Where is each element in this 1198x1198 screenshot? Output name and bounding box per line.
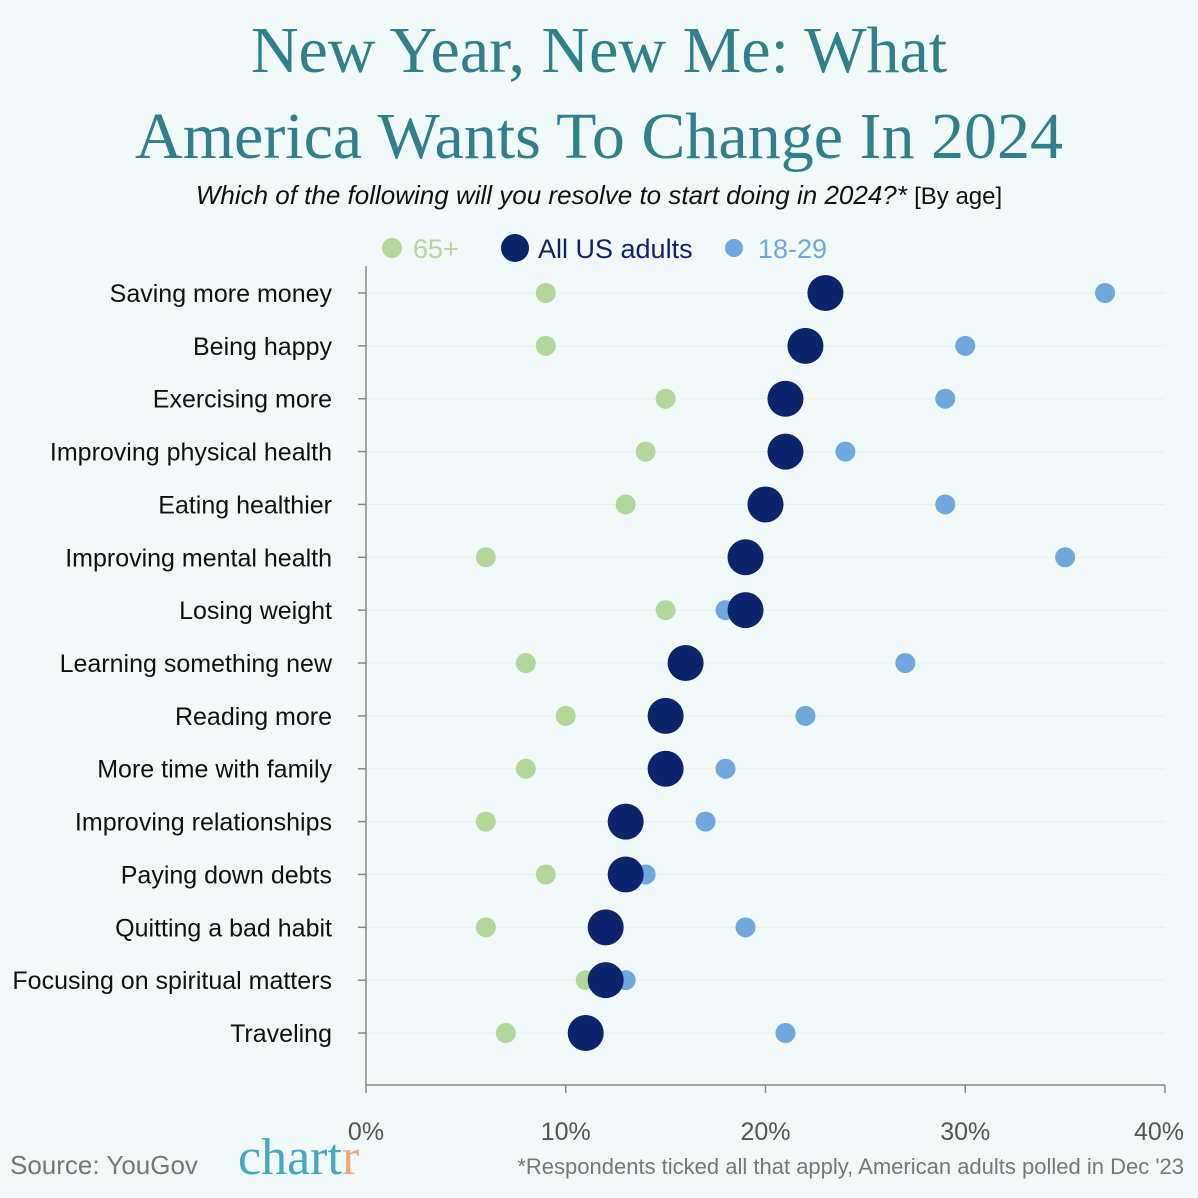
category-label: Saving more money	[110, 280, 333, 308]
dot-65-	[535, 864, 556, 885]
x-tick-label: 20%	[740, 1118, 790, 1146]
dot-all-us-adults	[647, 750, 684, 787]
dot-all-us-adults	[647, 697, 684, 734]
dot-65-	[475, 917, 496, 938]
dot-18-29	[715, 758, 736, 779]
dot-65-	[655, 388, 676, 409]
chart-title: New Year, New Me: What America Wants To C…	[0, 8, 1198, 180]
legend-label: 65+	[413, 234, 459, 264]
category-label: Traveling	[230, 1020, 332, 1048]
dot-all-us-adults	[567, 1015, 604, 1052]
dot-18-29	[735, 917, 756, 938]
dot-all-us-adults	[787, 327, 824, 364]
dot-all-us-adults	[587, 962, 624, 999]
legend-marker	[501, 234, 529, 262]
dot-65-	[615, 494, 636, 515]
category-label: Exercising more	[153, 386, 332, 414]
dot-65-	[515, 653, 536, 674]
dot-18-29	[935, 494, 956, 515]
chartr-logo: chartr	[238, 1129, 360, 1186]
dot-all-us-adults	[587, 909, 624, 946]
category-label: Learning something new	[60, 650, 333, 678]
dot-65-	[535, 283, 556, 303]
dot-18-29	[1055, 547, 1076, 568]
category-label: Improving physical health	[50, 439, 332, 467]
title-line: New Year, New Me: What	[250, 14, 948, 87]
dot-all-us-adults	[727, 539, 764, 576]
dot-65-	[655, 600, 676, 621]
dot-65-	[555, 705, 576, 726]
x-tick-label: 30%	[940, 1118, 990, 1146]
legend-marker	[725, 239, 743, 257]
dot-all-us-adults	[667, 645, 704, 682]
category-label: Improving relationships	[75, 809, 332, 837]
dot-18-29	[1095, 283, 1116, 303]
category-label: Focusing on spiritual matters	[12, 967, 332, 995]
category-label: Being happy	[193, 333, 333, 361]
category-label: Paying down debts	[121, 861, 332, 889]
dot-18-29	[795, 705, 816, 726]
dot-65-	[495, 1023, 516, 1044]
legend-marker	[382, 238, 402, 258]
footnote: *Respondents ticked all that apply, Amer…	[517, 1154, 1184, 1179]
dot-65-	[535, 335, 556, 356]
dot-all-us-adults	[767, 380, 804, 417]
subtitle-note: [By age]	[914, 183, 1003, 210]
dot-all-us-adults	[767, 433, 804, 470]
legend-label: All US adults	[538, 234, 693, 264]
dot-65-	[635, 441, 656, 462]
category-label: Losing weight	[179, 597, 332, 625]
category-label: More time with family	[97, 756, 332, 784]
x-tick-label: 40%	[1134, 1118, 1184, 1146]
dot-65-	[475, 811, 496, 832]
subtitle-question: Which of the following will you resolve …	[195, 180, 907, 210]
dot-65-	[475, 547, 496, 568]
chart-subtitle: Which of the following will you resolve …	[0, 180, 1198, 211]
x-tick-label: 0%	[348, 1118, 384, 1146]
dot-18-29	[695, 811, 716, 832]
dot-18-29	[775, 1023, 796, 1044]
category-label: Reading more	[175, 703, 332, 731]
dot-all-us-adults	[727, 592, 764, 629]
dot-18-29	[835, 441, 856, 462]
dot-all-us-adults	[807, 275, 844, 311]
title-line: America Wants To Change In 2024	[135, 100, 1063, 173]
dot-18-29	[895, 653, 916, 674]
dot-18-29	[935, 388, 956, 409]
dot-65-	[515, 758, 536, 779]
source-text: Source: YouGov	[10, 1150, 198, 1180]
x-tick-label: 10%	[541, 1118, 591, 1146]
dot-all-us-adults	[747, 486, 784, 523]
category-label: Quitting a bad habit	[115, 914, 332, 942]
legend-label: 18-29	[758, 234, 827, 264]
dot-all-us-adults	[607, 803, 644, 840]
category-label: Improving mental health	[65, 544, 332, 572]
dot-18-29	[955, 335, 976, 356]
dot-all-us-adults	[607, 856, 644, 893]
category-label: Eating healthier	[158, 491, 332, 519]
